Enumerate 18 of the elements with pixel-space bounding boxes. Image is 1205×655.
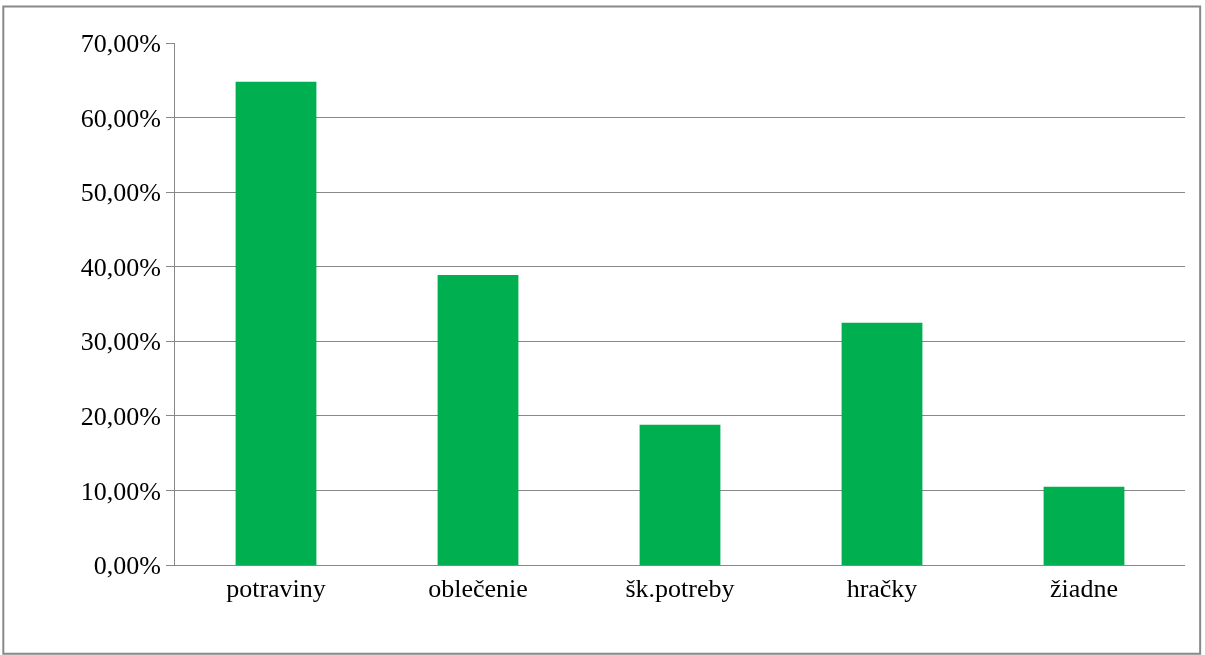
x-tick-label: hračky xyxy=(846,574,918,604)
y-tick-label: 0,00% xyxy=(93,551,161,581)
y-tick-label: 50,00% xyxy=(80,178,161,208)
y-tick-label: 60,00% xyxy=(80,103,161,133)
y-tick-label: 70,00% xyxy=(80,29,161,59)
x-tick-label: potraviny xyxy=(226,574,326,604)
y-tick-label: 40,00% xyxy=(80,252,161,282)
y-tick-label: 20,00% xyxy=(80,401,161,431)
x-tick-label: žiadne xyxy=(1050,574,1118,604)
bar xyxy=(639,424,721,565)
x-tick-label: šk.potreby xyxy=(625,574,735,604)
y-tick-label: 30,00% xyxy=(80,327,161,357)
bar xyxy=(437,274,519,565)
y-tick-label: 10,00% xyxy=(80,476,161,506)
bar xyxy=(235,81,317,565)
bar xyxy=(841,322,923,565)
bar xyxy=(1043,486,1125,565)
x-tick-label: oblečenie xyxy=(428,574,528,604)
